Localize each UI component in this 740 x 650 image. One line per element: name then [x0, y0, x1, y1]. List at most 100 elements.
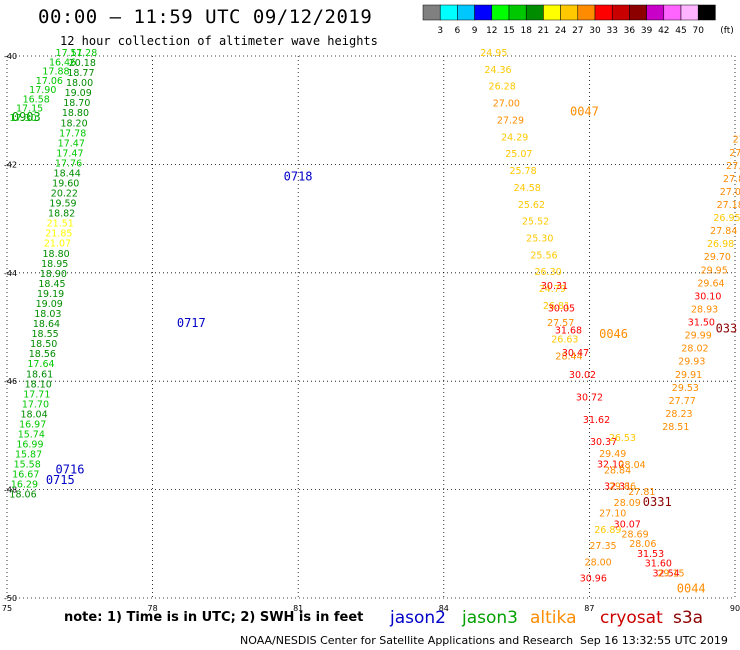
- wave-height-value: 17.47: [58, 138, 85, 149]
- wave-height-value: 18.04: [20, 409, 47, 420]
- wave-height-value: 18.20: [60, 118, 87, 129]
- wave-height-value: 26.53: [609, 433, 636, 444]
- legend-tick-36: 36: [624, 26, 636, 36]
- legend-s3a: s3a: [673, 608, 704, 628]
- x-tick-label: 87: [584, 604, 594, 613]
- wave-height-value: 27.05: [720, 187, 740, 198]
- wave-height-value: 29.86: [609, 482, 636, 493]
- wave-height-value: 21.51: [47, 219, 74, 230]
- wave-height-value: 16.46: [49, 57, 76, 68]
- wave-height-value: 28.02: [681, 344, 708, 355]
- wave-height-value: 28.51: [662, 422, 689, 433]
- wave-height-value: 31.62: [583, 415, 610, 426]
- x-tick-label: 84: [439, 604, 449, 613]
- legend-tick-70: 70: [692, 26, 704, 36]
- wave-height-value: 31.53: [637, 549, 664, 560]
- x-tick-label: 75: [2, 604, 12, 613]
- legend-tick-42: 42: [658, 26, 669, 36]
- wave-height-value: 18.64: [33, 319, 60, 330]
- wave-height-value: 20.22: [51, 189, 78, 200]
- wave-height-value: 18.90: [40, 269, 67, 280]
- wave-height-value: 29.49: [599, 449, 626, 460]
- wave-height-value: 29.93: [678, 357, 705, 368]
- wave-height-value: 27.10: [599, 509, 626, 520]
- wave-height-value: 27.80: [726, 161, 740, 172]
- legend-tick-30: 30: [589, 26, 601, 36]
- wave-height-value: 28.09: [614, 498, 641, 509]
- pass-label-0903: 0903: [12, 110, 41, 124]
- wave-height-value: 24.58: [514, 183, 541, 194]
- wave-height-value: 18.70: [63, 98, 90, 109]
- wave-height-value: 17.70: [22, 399, 49, 410]
- legend-tick-27: 27: [572, 26, 583, 36]
- wave-height-value: 25.62: [518, 200, 545, 211]
- wave-height-value: 32.10: [597, 459, 624, 470]
- pass-label-0715: 0715: [46, 473, 75, 487]
- wave-height-value: 18.82: [48, 209, 75, 220]
- wave-height-value: 30.05: [548, 303, 575, 314]
- wave-height-value: 19.09: [65, 88, 92, 99]
- wave-height-value: 21.85: [45, 229, 72, 240]
- x-tick-label: 81: [293, 604, 303, 613]
- wave-height-value: 32.31: [604, 482, 631, 493]
- wave-height-value: 29.15: [657, 568, 684, 579]
- legend-tick-24: 24: [555, 26, 567, 36]
- legend-tick-9: 9: [472, 26, 478, 36]
- wave-height-value: 26.28: [489, 82, 516, 93]
- wave-height-value: 31.50: [688, 318, 715, 329]
- legend-tick-21: 21: [538, 26, 549, 36]
- wave-height-value: 21.07: [44, 239, 71, 250]
- wave-height-value: 17.51: [56, 48, 83, 59]
- wave-height-value: 30.37: [590, 437, 617, 448]
- wave-height-value: 24.29: [501, 132, 528, 143]
- wave-height-value: 30.10: [694, 291, 721, 302]
- y-tick-label: -44: [4, 269, 17, 278]
- wave-height-value: 18.80: [43, 249, 70, 260]
- wave-height-value: 28.84: [604, 465, 631, 476]
- wave-height-value: 28.23: [665, 409, 692, 420]
- wave-height-value: 17.30: [9, 113, 36, 124]
- wave-height-value: 17.28: [70, 48, 97, 59]
- footer-note-row: note: 1) Time is in UTC; 2) SWH is in fe…: [0, 608, 740, 630]
- wave-height-value: 18.61: [26, 369, 53, 380]
- legend-tick-18: 18: [520, 26, 532, 36]
- pass-label-033: 033: [716, 321, 738, 335]
- wave-height-value: 18.80: [62, 108, 89, 119]
- wave-height-value: 27.57: [547, 318, 574, 329]
- wave-height-value: 27.77: [669, 396, 696, 407]
- legend-tick-6: 6: [455, 26, 461, 36]
- wave-height-value: 27.89: [733, 135, 740, 146]
- x-tick-label: 78: [148, 604, 158, 613]
- wave-height-value: 19.59: [49, 199, 76, 210]
- wave-height-value: 18.03: [34, 309, 61, 320]
- wave-height-value: 25.78: [509, 166, 536, 177]
- wave-height-value: 16.58: [23, 94, 50, 105]
- wave-height-value: 17.76: [55, 158, 82, 169]
- pass-label-0047: 0047: [570, 105, 599, 119]
- wave-height-value: 30.31: [541, 281, 568, 292]
- page-subtitle: 12 hour collection of altimeter wave hei…: [60, 34, 378, 48]
- wave-height-value: 18.45: [38, 279, 65, 290]
- wave-height-value: 30.72: [576, 392, 603, 403]
- legend-unit: (ft): [720, 26, 734, 36]
- wave-height-value: 19.60: [52, 179, 79, 190]
- legend-altika: altika: [530, 608, 577, 628]
- wave-height-value: 17.78: [59, 128, 86, 139]
- wave-height-value: 15.58: [14, 460, 41, 471]
- wave-height-value: 17.71: [23, 389, 50, 400]
- wave-height-value: 27.00: [493, 99, 520, 110]
- wave-height-value: 27.35: [589, 541, 616, 552]
- wave-height-value: 28.69: [621, 529, 648, 540]
- wave-height-value: 28.00: [585, 557, 612, 568]
- pass-label-0046: 0046: [599, 327, 628, 341]
- wave-height-value: 24.95: [480, 48, 507, 59]
- wave-height-value: 29.99: [685, 331, 712, 342]
- wave-height-value: 29.91: [675, 370, 702, 381]
- y-tick-label: -40: [4, 52, 17, 61]
- wave-height-value: 24.79: [539, 284, 566, 295]
- wave-height-value: 19.19: [37, 289, 64, 300]
- wave-height-value: 18.77: [67, 68, 94, 79]
- wave-height-value: 26.95: [713, 213, 740, 224]
- x-tick-label: 90: [730, 604, 740, 613]
